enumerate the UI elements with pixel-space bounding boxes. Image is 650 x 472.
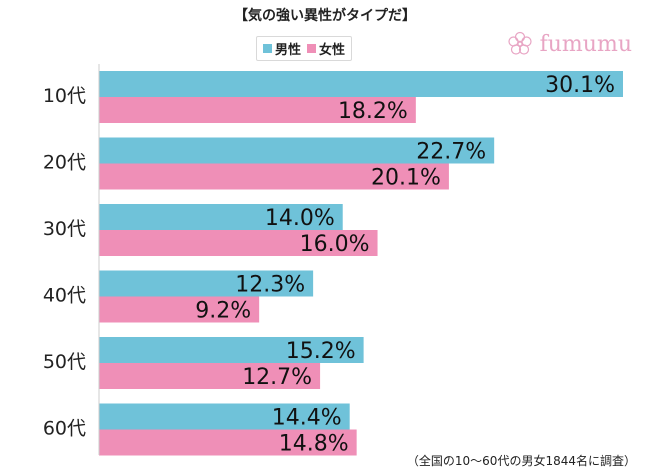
category-label: 50代 [43, 351, 86, 373]
brand-name: fumumu [539, 31, 632, 57]
category-label: 10代 [43, 85, 86, 107]
data-label: 30.1% [545, 73, 615, 98]
bar-male [99, 71, 623, 97]
category-label: 60代 [43, 418, 86, 440]
data-label: 14.8% [279, 432, 349, 457]
category-label: 20代 [43, 152, 86, 174]
bar-male [99, 337, 364, 363]
data-label: 12.3% [235, 273, 305, 298]
survey-note: （全国の10～60代の男女1844名に調査） [406, 454, 636, 468]
bar-male [99, 270, 314, 297]
legend-swatch-male [263, 44, 272, 53]
bar-female [99, 296, 260, 323]
bar-male [99, 137, 495, 164]
chart-title: 【気の強い異性がタイプだ】 [234, 8, 416, 24]
data-label: 9.2% [195, 299, 251, 324]
flower-icon [508, 31, 532, 55]
bar-male [99, 204, 343, 230]
legend-item-female: 女性 [307, 39, 345, 58]
data-label: 15.2% [286, 339, 356, 364]
data-label: 14.4% [272, 406, 342, 431]
data-label: 22.7% [416, 140, 486, 165]
legend: 男性 女性 [256, 36, 353, 61]
brand-logo: fumumu [506, 30, 632, 58]
bar-female [99, 230, 378, 256]
bar-female [99, 97, 416, 123]
bar-female [99, 429, 357, 456]
bar-male [99, 403, 350, 430]
data-label: 20.1% [371, 166, 441, 191]
category-label: 40代 [43, 285, 86, 307]
data-label: 16.0% [300, 232, 370, 257]
data-label: 14.0% [265, 206, 335, 231]
bar-female [99, 163, 449, 190]
bar-female [99, 363, 321, 389]
category-label: 30代 [43, 218, 86, 240]
data-label: 12.7% [242, 365, 312, 390]
data-label: 18.2% [338, 99, 408, 124]
legend-swatch-female [307, 44, 317, 53]
legend-label-male: 男性 [275, 43, 302, 58]
legend-item-male: 男性 [263, 39, 301, 58]
legend-label-female: 女性 [319, 43, 346, 58]
